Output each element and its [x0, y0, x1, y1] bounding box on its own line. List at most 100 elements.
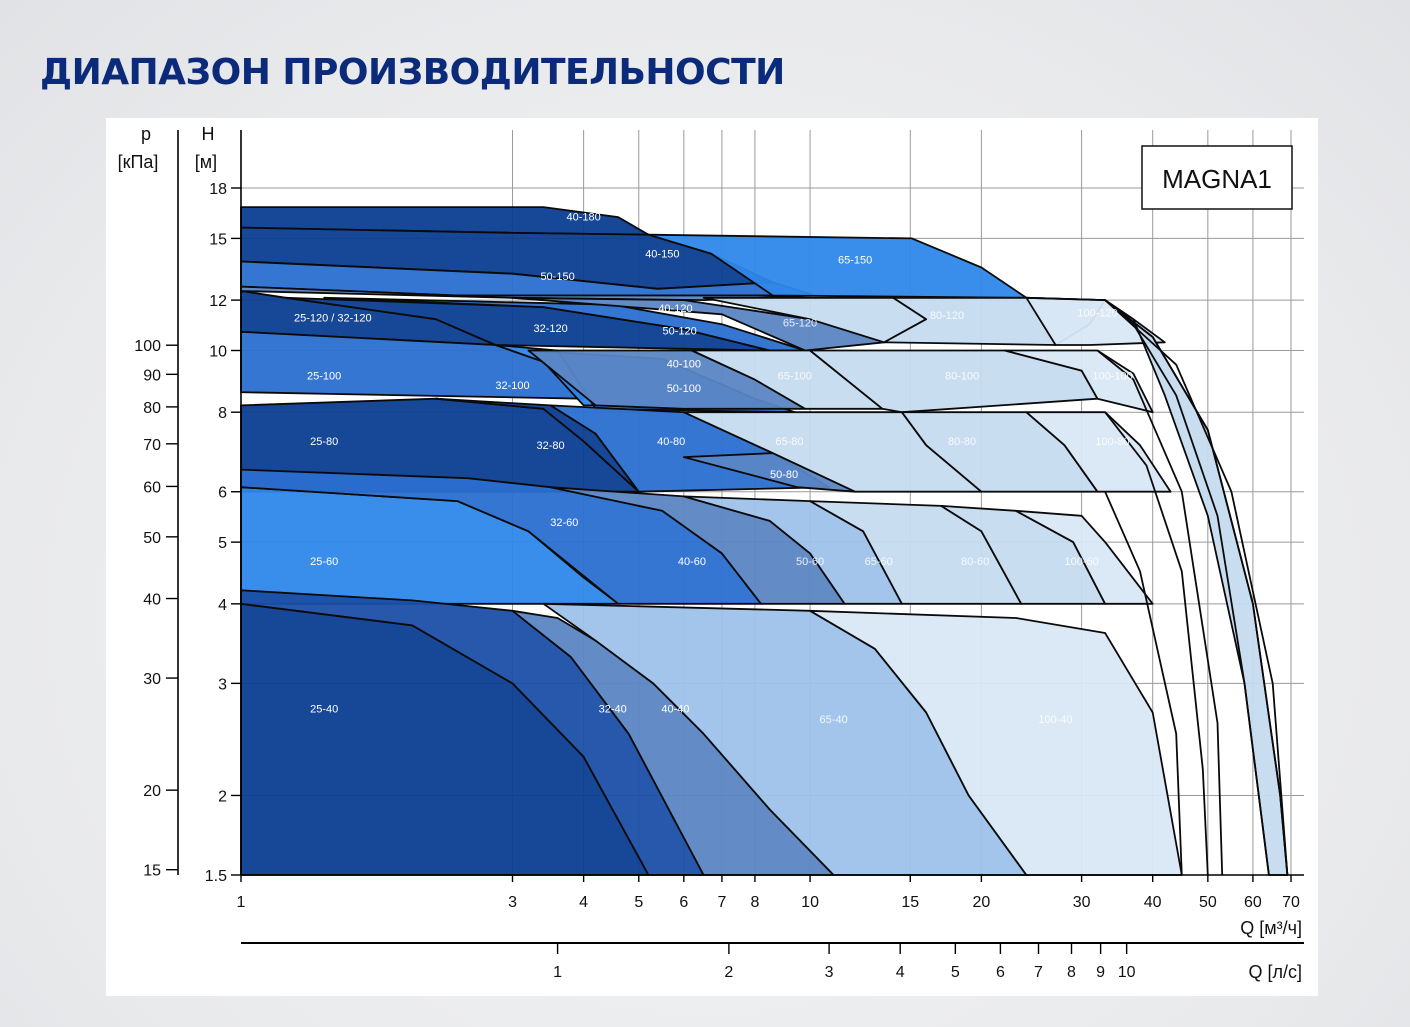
series-label: 40-80	[657, 436, 685, 448]
x-tick-label: 3	[508, 894, 517, 911]
x2-tick-label: 1	[553, 964, 562, 981]
x-tick-label: 60	[1244, 894, 1262, 911]
series-label: 100-120	[1077, 308, 1117, 320]
series-label: 50-80	[770, 469, 798, 481]
p-tick-label: 80	[143, 400, 161, 417]
p-tick-label: 15	[143, 863, 161, 880]
p-tick-label: 40	[143, 592, 161, 609]
series-label: 25-120 / 32-120	[294, 313, 372, 325]
series-label: 100-80	[1095, 436, 1129, 448]
series-label: 32-100	[495, 380, 529, 392]
x-tick-label: 4	[579, 894, 588, 911]
series-label: 65-100	[778, 371, 812, 383]
p-tick-label: 90	[143, 367, 161, 384]
series-label: 32-40	[599, 703, 627, 715]
y-tick-label: 6	[218, 485, 227, 502]
y-head-right: H	[202, 124, 215, 144]
legend-box: MAGNA1	[1141, 145, 1293, 210]
p-tick-label: 20	[143, 783, 161, 800]
series-label: 65-150	[838, 254, 872, 266]
series-label: 40-150	[645, 248, 679, 260]
series-label: 40-180	[566, 212, 600, 224]
x2-tick-label: 5	[951, 964, 960, 981]
series-area	[1015, 509, 1154, 605]
x-tick-label: 30	[1073, 894, 1091, 911]
pump-areas	[240, 206, 1289, 876]
y-head-left: p	[141, 124, 151, 144]
pump-curve	[1104, 299, 1289, 876]
series-area	[494, 344, 597, 407]
series-label: 25-100	[307, 371, 341, 383]
y-tick-label: 5	[218, 535, 227, 552]
legend-frame	[1141, 145, 1293, 210]
series-label: 80-120	[930, 310, 964, 322]
x-tick-label: 40	[1144, 894, 1162, 911]
y-tick-label: 1.5	[205, 868, 227, 885]
series-label: 32-60	[550, 517, 578, 529]
series-label: 65-120	[783, 318, 817, 330]
series-label: 65-40	[820, 714, 848, 726]
p-tick-label: 100	[134, 338, 161, 355]
series-label: 50-120	[663, 325, 697, 337]
x2-tick-label: 4	[896, 964, 905, 981]
p-tick-label: 70	[143, 437, 161, 454]
x2-axis-label: Q [л/с]	[1248, 962, 1302, 982]
series-label: 100-60	[1064, 556, 1098, 568]
pump-curve	[1096, 349, 1224, 876]
y-tick-label: 15	[209, 231, 227, 248]
x-tick-label: 20	[972, 894, 990, 911]
series-label: 32-120	[533, 323, 567, 335]
series-label: 50-100	[667, 383, 701, 395]
x-tick-label: 1	[237, 894, 246, 911]
series-label: 40-120	[658, 303, 692, 315]
x-tick-label: 10	[801, 894, 819, 911]
pump-curve	[1104, 411, 1209, 876]
series-label: 25-40	[310, 703, 338, 715]
series-label: 65-60	[865, 556, 893, 568]
page-title: ДИАПАЗОН ПРОИЗВОДИТЕЛЬНОСТИ	[40, 52, 785, 93]
series-label: 40-100	[667, 359, 701, 371]
p-tick-label: 60	[143, 479, 161, 496]
series-label: 50-150	[540, 271, 574, 283]
x-tick-label: 7	[717, 894, 726, 911]
p-tick-label: 30	[143, 671, 161, 688]
series-label: 100-40	[1038, 714, 1072, 726]
y-tick-label: 4	[218, 597, 227, 614]
x2-tick-label: 9	[1096, 964, 1105, 981]
series-label: 50-180	[258, 187, 292, 199]
x2-tick-label: 6	[996, 964, 1005, 981]
x-tick-label: 6	[679, 894, 688, 911]
p-tick-label: 50	[143, 530, 161, 547]
series-label: 25-80	[310, 436, 338, 448]
series-label: 50-60	[796, 556, 824, 568]
pump-curve	[1104, 299, 1289, 876]
pump-curves	[1026, 296, 1289, 876]
series-area	[691, 349, 884, 410]
series-label: 80-100	[945, 371, 979, 383]
series-label: 40-60	[678, 556, 706, 568]
y-unit-left: [кПа]	[118, 152, 159, 172]
x2-tick-label: 3	[825, 964, 834, 981]
series-label: 40-40	[661, 703, 689, 715]
x-tick-label: 70	[1282, 894, 1300, 911]
x-tick-label: 5	[634, 894, 643, 911]
y-tick-label: 12	[209, 293, 227, 310]
y-unit-right: [м]	[195, 152, 217, 172]
series-label: 80-80	[948, 436, 976, 448]
series-label: 80-60	[961, 556, 989, 568]
series-label: 32-80	[537, 440, 565, 452]
y-tick-label: 18	[209, 181, 227, 198]
pump-curve	[1104, 491, 1183, 876]
x-tick-label: 15	[901, 894, 919, 911]
x-tick-label: 8	[750, 894, 759, 911]
x2-tick-label: 7	[1034, 964, 1043, 981]
x2-tick-label: 2	[724, 964, 733, 981]
legend-title: MAGNA1	[1162, 164, 1272, 194]
x2-tick-label: 10	[1118, 964, 1136, 981]
y-tick-label: 3	[218, 676, 227, 693]
series-labels: 50-180 40-180 40-150 50-150 65-150 25-120 / 3…	[258, 187, 1132, 726]
x2-tick-label: 8	[1067, 964, 1076, 981]
x-tick-label: 50	[1199, 894, 1217, 911]
